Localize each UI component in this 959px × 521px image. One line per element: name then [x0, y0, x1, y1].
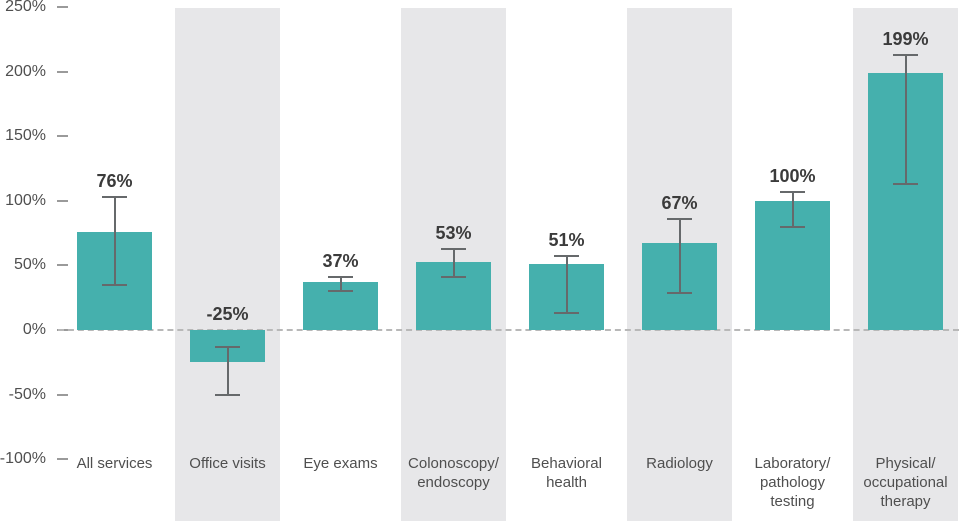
y-axis-tick-label: 200% — [5, 62, 46, 80]
category-label: Laboratory/ pathology testing — [754, 455, 831, 510]
error-bar-whisker — [565, 256, 568, 314]
y-axis-tick-label: 100% — [5, 191, 46, 209]
column-band — [175, 8, 280, 521]
y-axis-tick-mark — [57, 264, 68, 267]
y-axis-tick-mark — [57, 458, 68, 461]
error-bar-whisker — [226, 346, 229, 395]
error-bar-cap-bottom — [554, 312, 579, 315]
y-axis-tick-mark — [57, 393, 68, 396]
error-bar-cap-top — [102, 195, 127, 198]
error-bar-cap-bottom — [441, 276, 466, 279]
error-bar-whisker — [678, 218, 681, 293]
error-bar-cap-top — [667, 217, 692, 220]
error-bar-cap-top — [328, 276, 353, 279]
bar-value-label: 199% — [882, 28, 929, 49]
error-bar-whisker — [452, 248, 455, 278]
y-axis-tick-label: -50% — [8, 385, 46, 403]
bar-value-label: 53% — [435, 222, 472, 243]
y-axis-tick-label: 150% — [5, 127, 46, 145]
category-label: Behavioral health — [531, 455, 602, 491]
y-axis-tick-mark — [57, 6, 68, 8]
bar-value-label: -25% — [206, 304, 249, 324]
category-label: Radiology — [646, 455, 713, 472]
error-bar-cap-top — [780, 190, 805, 193]
error-bar-whisker — [904, 54, 907, 184]
y-axis-tick-mark — [57, 70, 68, 73]
y-axis-tick-label: 50% — [13, 256, 46, 274]
y-axis-tick-label: 0% — [22, 321, 46, 338]
category-label: Colonoscopy/ endoscopy — [408, 455, 499, 491]
bar-value-label: 76% — [96, 170, 133, 191]
y-axis-tick-mark — [57, 199, 68, 202]
bar-value-label: 37% — [322, 251, 359, 272]
error-bar-whisker — [339, 277, 342, 292]
y-axis-tick-label: -100% — [0, 450, 46, 468]
zero-baseline — [58, 329, 959, 331]
error-bar-cap-top — [441, 247, 466, 250]
category-label: All services — [76, 455, 153, 472]
category-label: Office visits — [189, 455, 266, 472]
y-axis-tick-mark — [57, 135, 68, 138]
bar-value-label: 100% — [769, 165, 816, 186]
error-bar-cap-bottom — [102, 283, 127, 286]
error-bar-cap-bottom — [780, 225, 805, 228]
error-bar-cap-bottom — [893, 183, 918, 185]
error-bar-whisker — [791, 191, 794, 227]
error-bar-cap-top — [215, 345, 240, 348]
error-bar-whisker — [113, 196, 116, 285]
category-label: Physical/ occupational therapy — [863, 455, 948, 510]
category-label: Eye exams — [303, 455, 378, 472]
error-bar-cap-top — [554, 255, 579, 258]
error-bar-cap-top — [893, 53, 918, 56]
error-bar-cap-bottom — [215, 393, 240, 396]
error-bar-cap-bottom — [328, 290, 353, 293]
y-axis-tick-label: 250% — [5, 0, 46, 15]
error-bar-cap-bottom — [667, 291, 692, 294]
bar-value-label: 67% — [661, 192, 698, 213]
bar-value-label: 51% — [548, 230, 585, 251]
